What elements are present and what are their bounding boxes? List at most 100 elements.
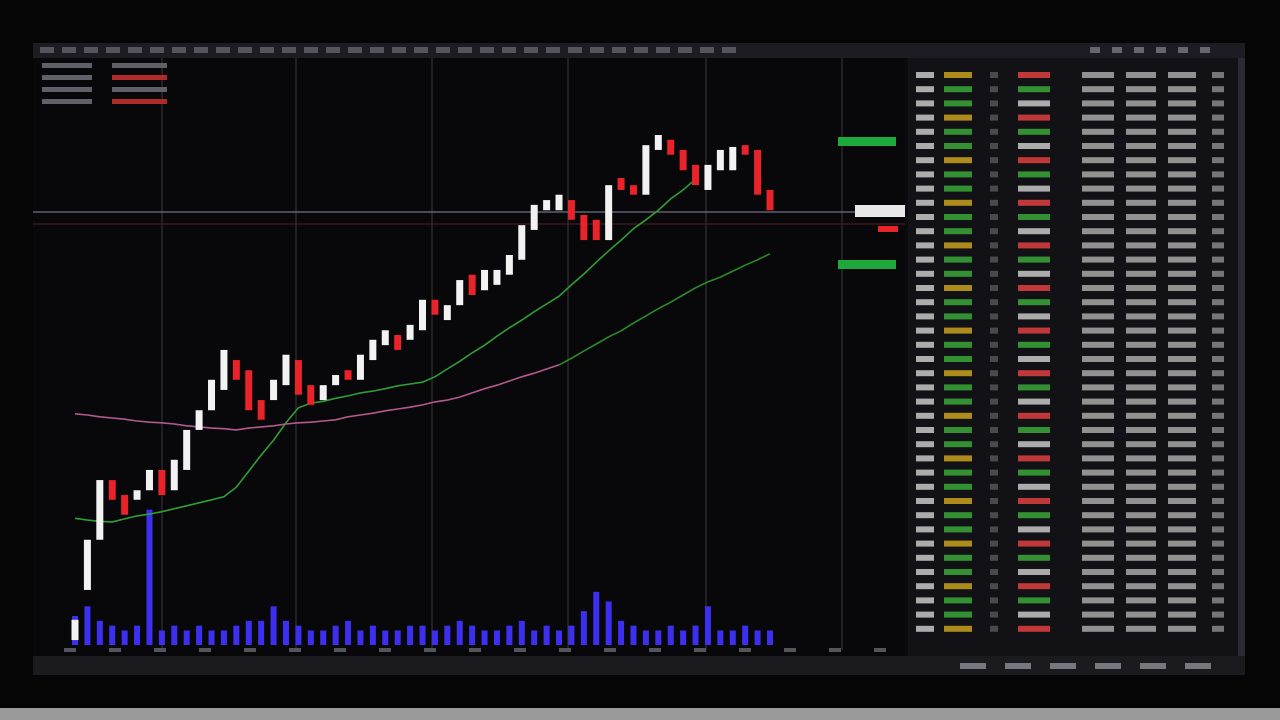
order-book-cell <box>1168 327 1196 334</box>
order-book-cell <box>990 554 998 561</box>
order-book-cell <box>1082 526 1114 533</box>
candle-body <box>629 185 637 195</box>
order-book-cell <box>1082 86 1114 93</box>
volume-bar <box>630 625 637 645</box>
candle-body <box>543 200 551 211</box>
order-book-cell <box>944 455 972 462</box>
order-book-cell <box>1212 483 1224 490</box>
order-book-cell <box>1168 455 1196 462</box>
order-book-cell <box>944 427 972 433</box>
order-book-cell <box>1168 256 1196 263</box>
order-book-cell <box>944 270 972 277</box>
order-book-cell <box>916 356 934 362</box>
order-book-cell <box>944 86 972 93</box>
order-book-cell <box>944 199 972 206</box>
order-book-cell <box>1018 455 1050 462</box>
order-book-cell <box>916 370 934 377</box>
order-book-cell <box>1168 356 1196 362</box>
order-book-cell <box>1168 214 1196 220</box>
order-book-cell <box>1126 100 1156 107</box>
order-book-cell <box>944 214 972 220</box>
order-book-cell <box>1082 356 1114 362</box>
order-book-cell <box>1126 398 1156 405</box>
order-book-cell <box>1168 583 1196 590</box>
order-book-cell <box>944 256 972 263</box>
order-book-cell <box>1126 498 1156 504</box>
order-book-cell <box>990 625 998 632</box>
order-book-cell <box>1018 185 1050 192</box>
order-book-cell <box>1126 483 1156 490</box>
order-book-cell <box>1168 625 1196 632</box>
status-item <box>1005 663 1031 669</box>
order-book-cell <box>944 341 972 348</box>
candle-body <box>456 280 464 306</box>
status-item <box>1185 663 1211 669</box>
toolbar-item <box>568 47 582 53</box>
volume-bar <box>158 630 165 645</box>
time-label <box>784 648 796 652</box>
status-bar <box>33 656 1245 675</box>
volume-bar <box>295 625 302 645</box>
volume-bar <box>481 630 488 645</box>
order-book-cell <box>1082 583 1114 590</box>
price-tag <box>878 226 898 232</box>
order-book-cell <box>1126 554 1156 561</box>
volume-bar <box>729 630 736 645</box>
order-book-cell <box>1018 398 1050 405</box>
order-book-cell <box>1018 512 1050 519</box>
order-book-cell <box>1082 199 1114 206</box>
candle-body <box>493 269 501 285</box>
order-book-cell <box>990 214 998 220</box>
order-book-cell <box>990 356 998 362</box>
order-book-cell <box>1168 427 1196 433</box>
price-tag <box>838 260 896 269</box>
toolbar-item <box>524 47 538 53</box>
order-book-cell <box>1212 398 1224 405</box>
volume-bar <box>84 606 91 645</box>
volume-bar <box>183 630 190 645</box>
order-book-cell <box>1212 427 1224 433</box>
legend-block <box>42 87 92 92</box>
order-book-cell <box>1168 597 1196 604</box>
order-book-cell <box>1018 483 1050 490</box>
order-book-cell <box>916 313 934 320</box>
order-book-cell <box>944 143 972 149</box>
monitor-edge <box>0 708 1280 720</box>
candle-body <box>170 459 178 491</box>
order-book-cell <box>990 86 998 93</box>
candle-body <box>270 379 278 401</box>
order-book-cell <box>1018 625 1050 632</box>
order-book-cell <box>916 100 934 107</box>
volume-bar <box>345 620 352 645</box>
order-book-cell <box>916 455 934 462</box>
scrollbar[interactable] <box>1238 58 1245 656</box>
candle-body <box>468 274 476 296</box>
order-book-cell <box>1212 611 1224 618</box>
order-book-cell <box>1126 356 1156 362</box>
volume-bar <box>754 630 761 645</box>
order-book-cell <box>1018 554 1050 561</box>
order-book-cell <box>944 526 972 533</box>
order-book-cell <box>1126 256 1156 263</box>
order-book-cell <box>1168 114 1196 121</box>
order-book-cell <box>1018 341 1050 348</box>
volume-bar <box>444 625 451 645</box>
order-book-cell <box>1168 171 1196 178</box>
order-book-cell <box>1082 498 1114 504</box>
toolbar-item <box>634 47 648 53</box>
candle-body <box>592 219 600 241</box>
candle-body <box>282 354 290 386</box>
toolbar-item <box>1156 47 1166 53</box>
candle-body <box>431 299 439 315</box>
order-book-cell <box>1082 540 1114 547</box>
candle-body <box>71 619 79 641</box>
candle-body <box>518 225 526 260</box>
order-book-cell <box>1212 100 1224 107</box>
order-book-cell <box>1212 341 1224 348</box>
volume-bar <box>531 630 538 645</box>
order-book-cell <box>1212 384 1224 391</box>
order-book-cell <box>1212 554 1224 561</box>
order-book-cell <box>1082 625 1114 632</box>
order-book-cell <box>1082 185 1114 192</box>
volume-bar <box>605 601 612 645</box>
